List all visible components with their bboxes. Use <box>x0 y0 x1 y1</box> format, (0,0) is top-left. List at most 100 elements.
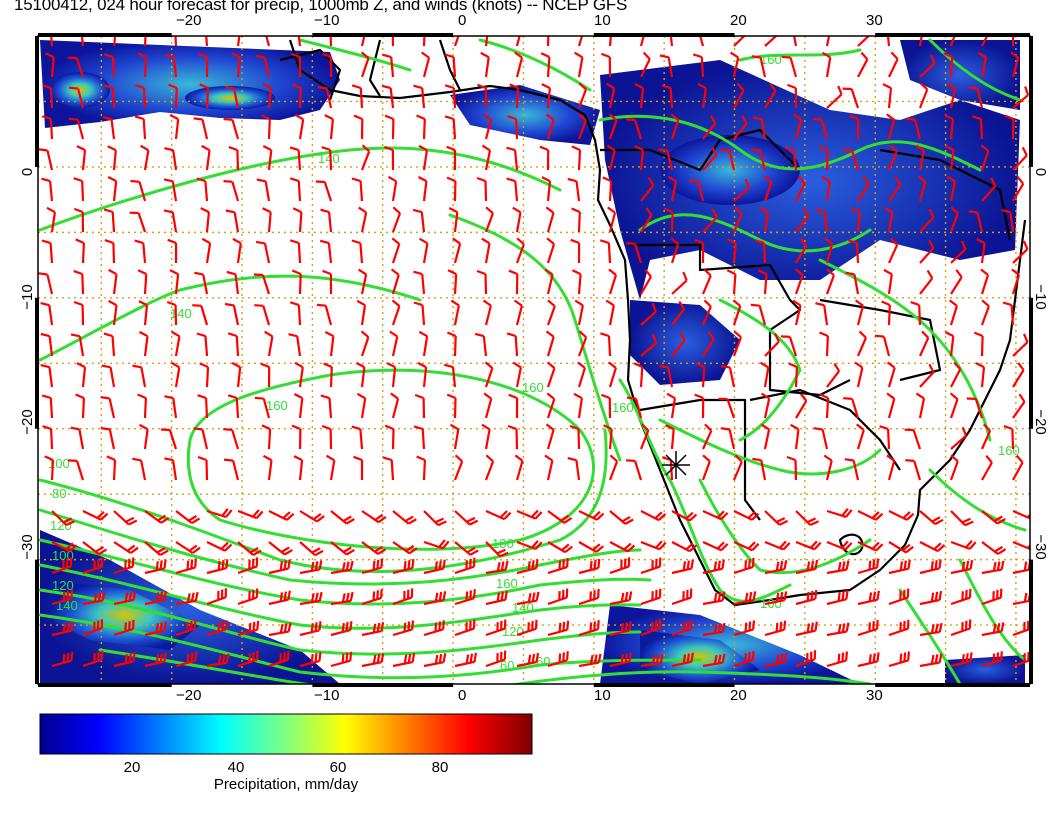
wind-barb <box>795 621 818 637</box>
wind-barb <box>671 619 693 637</box>
lat-tick-label-right: −10 <box>1032 284 1049 309</box>
wind-barb <box>321 146 333 171</box>
wind-barb <box>206 541 233 552</box>
wind-barb <box>143 36 147 47</box>
wind-barb <box>787 83 798 109</box>
wind-barb <box>223 458 240 481</box>
wind-barb <box>113 619 135 637</box>
wind-barb <box>541 83 551 109</box>
wind-barb <box>702 591 726 606</box>
wind-barb <box>609 591 633 606</box>
wind-barb <box>605 299 615 326</box>
wind-barb <box>732 206 743 233</box>
wind-barb <box>671 332 686 357</box>
wind-barb <box>113 510 138 526</box>
wind-barb <box>950 361 962 388</box>
wind-barb <box>640 302 657 326</box>
wind-barb <box>905 459 922 481</box>
frame-bar <box>312 683 454 687</box>
lon-tick-label-top: −20 <box>176 12 201 29</box>
wind-barb <box>826 362 841 388</box>
wind-barb <box>815 208 829 233</box>
wind-barb <box>919 269 934 295</box>
wind-barb <box>324 331 335 357</box>
wind-barb <box>227 394 240 419</box>
wind-barb <box>577 113 587 140</box>
wind-barb <box>661 84 674 109</box>
wind-barb <box>358 206 368 233</box>
wind-barb <box>414 393 426 419</box>
wind-barb <box>968 86 984 109</box>
wind-barb <box>823 454 833 481</box>
wind-barb <box>413 84 426 109</box>
wind-barb <box>384 145 395 171</box>
wind-barb <box>1012 592 1030 606</box>
wind-barb <box>40 332 54 357</box>
wind-barb <box>507 424 519 450</box>
lon-tick-label: 30 <box>866 687 883 700</box>
wind-barb <box>701 454 711 481</box>
wind-barb <box>360 51 370 78</box>
wind-barb <box>134 115 147 140</box>
wind-barb <box>82 619 103 637</box>
wind-barb <box>547 588 569 606</box>
wind-barb <box>571 207 581 233</box>
wind-barb <box>483 392 493 419</box>
wind-barb <box>950 588 972 606</box>
wind-barb <box>392 541 418 555</box>
wind-barb <box>759 361 770 388</box>
lon-tick-label: −20 <box>176 687 201 700</box>
lat-tick-label-right: −30 <box>1032 534 1049 559</box>
wind-barb <box>512 361 522 388</box>
border-3 <box>639 398 761 521</box>
wind-barb <box>1011 36 1015 47</box>
wind-barb <box>950 560 974 575</box>
wind-barb <box>752 116 767 140</box>
wind-barb <box>966 397 984 419</box>
wind-barb <box>546 299 556 326</box>
wind-barb <box>599 239 612 264</box>
wind-barb <box>206 508 233 519</box>
wind-barb <box>567 177 581 202</box>
wind-barb <box>888 510 915 521</box>
precip-area-south-atlantic-w <box>40 530 340 684</box>
wind-barb <box>260 362 271 388</box>
wind-barb <box>512 206 522 233</box>
wind-barb <box>968 210 984 233</box>
wind-barb <box>292 207 303 233</box>
wind-barb <box>42 425 54 450</box>
wind-barb <box>175 619 197 637</box>
wind-barb <box>973 331 984 357</box>
wind-barb <box>944 144 955 171</box>
wind-barb <box>790 423 800 450</box>
wind-barb <box>382 53 395 78</box>
wind-barb <box>546 36 550 47</box>
wind-barbs <box>38 36 1030 668</box>
contour-s5 <box>38 613 702 680</box>
wind-barb <box>485 509 512 521</box>
wind-barb <box>446 145 457 170</box>
wind-barb <box>950 240 967 264</box>
wind-barb <box>1012 240 1029 264</box>
wind-barb <box>288 333 302 357</box>
wind-barb <box>702 331 715 357</box>
contour-africa-4 <box>718 298 802 442</box>
wind-barb <box>454 557 476 575</box>
wind-barb <box>981 560 1005 575</box>
wind-barb <box>854 361 864 388</box>
wind-barb <box>196 332 209 357</box>
wind-barb <box>351 84 364 109</box>
wind-barb <box>887 237 899 264</box>
wind-barb <box>132 364 147 388</box>
wind-barb <box>384 114 395 140</box>
wind-barb <box>577 82 588 109</box>
wind-barb <box>361 622 385 637</box>
frame-bar <box>1029 297 1033 429</box>
wind-barb <box>764 560 788 575</box>
wind-barb <box>356 392 367 419</box>
wind-barb <box>100 427 116 450</box>
wind-barb <box>1012 540 1030 551</box>
wind-barb <box>137 269 148 295</box>
wind-barb <box>917 175 927 202</box>
wind-barb <box>330 621 353 637</box>
